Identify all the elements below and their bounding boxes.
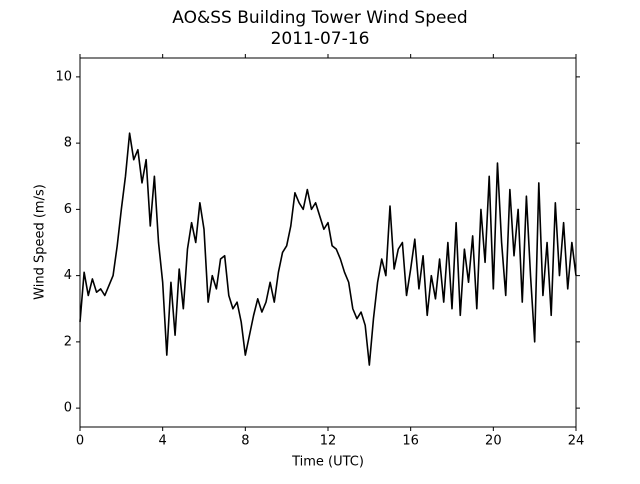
plot-frame — [79, 57, 577, 428]
x-tick-label: 0 — [76, 434, 84, 449]
data-line — [79, 132, 577, 366]
x-axis-label: Time (UTC) — [291, 455, 364, 470]
x-tick-label: 20 — [485, 434, 502, 449]
y-tick-label: 10 — [55, 69, 72, 84]
x-tick-label: 8 — [241, 434, 249, 449]
x-tick-label: 12 — [320, 434, 337, 449]
y-tick-label: 0 — [64, 401, 72, 416]
y-tick-label: 8 — [64, 136, 72, 151]
y-tick-label: 6 — [64, 202, 72, 217]
chart-subtitle: 2011-07-16 — [271, 29, 370, 49]
y-axis-label: Wind Speed (m/s) — [33, 184, 48, 300]
y-tick-label: 2 — [64, 334, 72, 349]
y-tick-label: 4 — [64, 268, 72, 283]
x-tick-label: 16 — [402, 434, 419, 449]
x-tick-label: 24 — [568, 434, 585, 449]
chart-title: AO&SS Building Tower Wind Speed — [172, 8, 467, 28]
x-tick-label: 4 — [159, 434, 167, 449]
